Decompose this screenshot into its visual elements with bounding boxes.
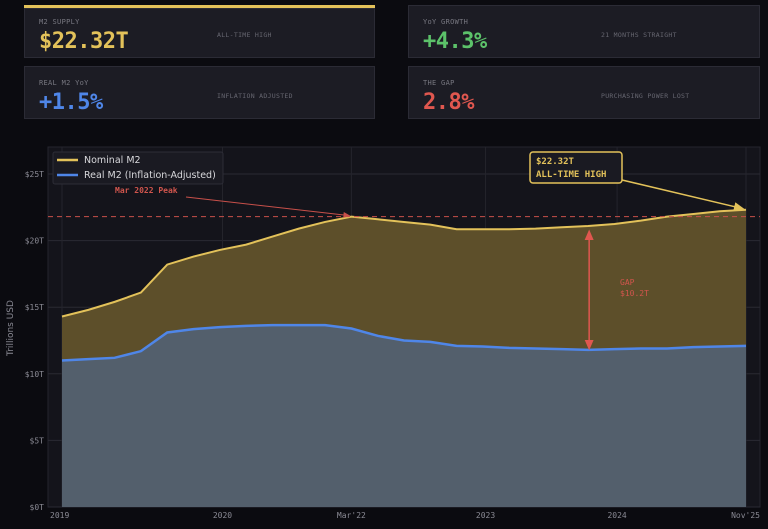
y-tick-label: $10T (25, 370, 44, 379)
kpi-value: $22.32T (39, 29, 129, 54)
kpi-sub: PURCHASING POWER LOST (601, 92, 690, 100)
kpi-label: YoY GROWTH (423, 18, 469, 26)
y-tick-label: $5T (30, 436, 45, 445)
kpi-sub: INFLATION ADJUSTED (217, 92, 293, 100)
real-area-fill (62, 325, 746, 507)
kpi-label: REAL M2 YoY (39, 79, 89, 87)
x-tick-label: 2024 (607, 511, 626, 520)
x-tick-label: Mar'22 (337, 511, 366, 520)
kpi-card-real-m2: REAL M2 YoY +1.5% INFLATION ADJUSTED (24, 66, 375, 119)
y-tick-label: $15T (25, 303, 44, 312)
legend-label-nominal: Nominal M2 (84, 155, 141, 166)
highlight-bar (24, 5, 375, 8)
legend: Nominal M2 Real M2 (Inflation-Adjusted) (52, 151, 224, 185)
ath-callout-box (529, 151, 623, 184)
peak-label: Mar 2022 Peak (115, 186, 178, 195)
x-tick-label: 2019 (50, 511, 69, 520)
gap-value: $10.2T (620, 289, 649, 298)
legend-label-real: Real M2 (Inflation-Adjusted) (84, 170, 216, 181)
y-axis-label: Trillions USD (6, 300, 16, 357)
m2-chart: $0T $5T $10T $15T $20T $25T 2019 2020 Mar'22 2023… (6, 146, 761, 520)
x-tick-label: 2023 (476, 511, 495, 520)
kpi-card-yoy-growth: YoY GROWTH +4.3% 21 MONTHS STRAIGHT (408, 5, 760, 58)
kpi-value: 2.8% (423, 90, 474, 115)
kpi-card-the-gap: THE GAP 2.8% PURCHASING POWER LOST (408, 66, 760, 119)
y-tick-label: $25T (25, 170, 44, 179)
kpi-card-m2-supply: M2 SUPPLY $22.32T ALL-TIME HIGH (24, 8, 375, 58)
kpi-value: +4.3% (423, 29, 487, 54)
peak-arrow (185, 196, 351, 218)
kpi-value: +1.5% (39, 90, 103, 115)
y-tick-label: $0T (30, 503, 45, 512)
x-tick-label: Nov'25 (731, 511, 760, 520)
x-tick-label: 2020 (213, 511, 232, 520)
kpi-sub: 21 MONTHS STRAIGHT (601, 31, 677, 39)
y-tick-label: $20T (25, 237, 44, 246)
kpi-label: M2 SUPPLY (39, 18, 80, 26)
ath-arrow (621, 179, 745, 211)
kpi-label: THE GAP (423, 79, 455, 87)
gap-label: GAP (620, 278, 635, 287)
kpi-sub: ALL-TIME HIGH (217, 31, 272, 39)
ath-callout-value: $22.32T (536, 157, 575, 167)
ath-callout-label: ALL-TIME HIGH (536, 170, 606, 180)
